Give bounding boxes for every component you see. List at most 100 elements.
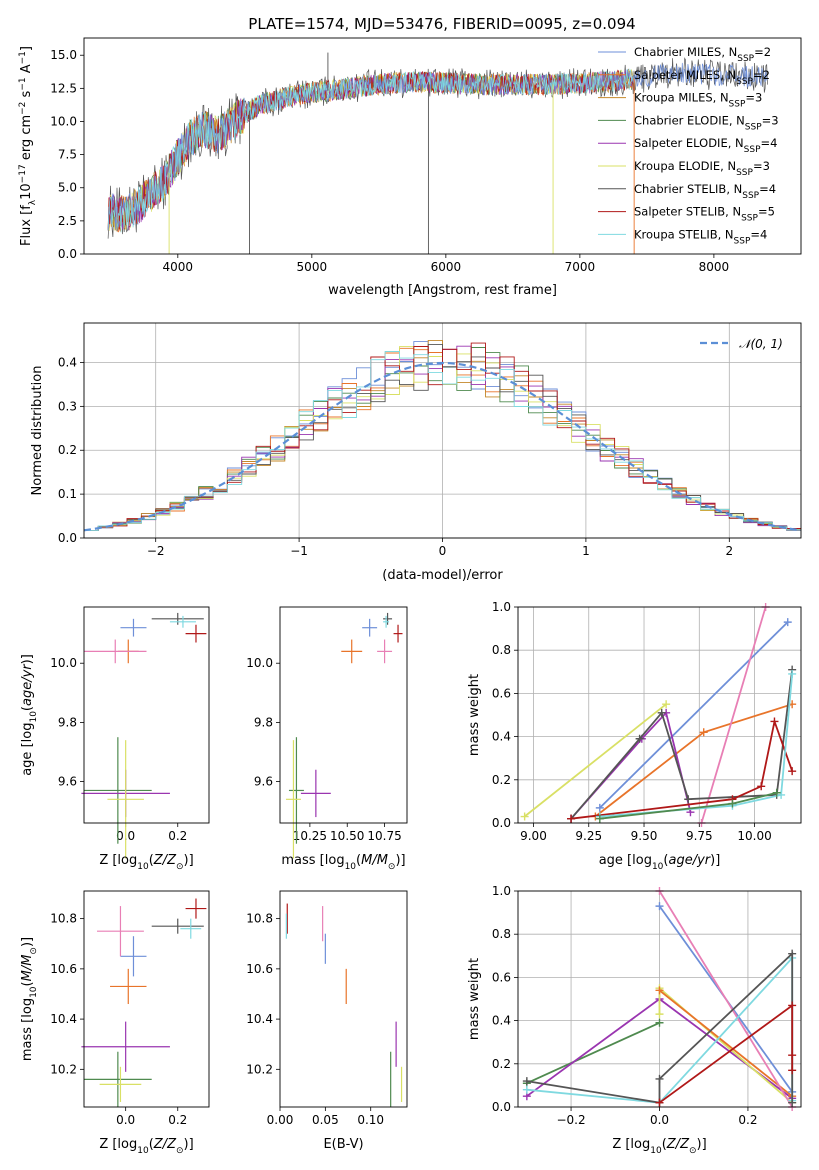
weight-marker: [657, 708, 666, 717]
y-tick-label: 0.2: [492, 1057, 511, 1071]
weight-marker: [770, 717, 779, 726]
errorbar-point: [151, 918, 204, 934]
weight-marker: [772, 788, 781, 797]
errorbar-point: [99, 1066, 142, 1102]
weight-marker: [777, 790, 786, 799]
x-tick-label: 10.50: [330, 829, 364, 843]
weight-marker: [699, 728, 708, 737]
age-vs-Z-points: [81, 612, 207, 859]
x-tick-label: 8000: [699, 260, 730, 274]
x-tick-label: 0: [439, 544, 447, 558]
x-tick-label: 5000: [297, 260, 328, 274]
weight-marker: [635, 734, 644, 743]
weight-marker: [783, 618, 792, 627]
mass-vs-Z-xlabel: Z [log10(Z/Z⊙)]: [99, 1137, 193, 1156]
mass-vs-Z-axes: 0.0 0.2 10.2 10.4 10.6 10.8: [50, 912, 187, 1127]
errorbar-point: [393, 624, 403, 643]
legend-entry: 𝒩(0, 1): [739, 337, 783, 351]
x-tick-label: 10.25: [293, 829, 327, 843]
y-tick-label: 9.6: [58, 775, 77, 789]
residuals-xlabel: (data-model)/error: [382, 568, 503, 583]
x-tick-label: 6000: [431, 260, 462, 274]
x-tick-label: 0.2: [738, 1113, 757, 1127]
weight-series: [655, 887, 797, 1111]
residuals-axes: −2 −1 0 1 2 0.0 0.1 0.2 0.3 0.4: [58, 323, 801, 558]
weight-series: [522, 1018, 664, 1088]
weight-marker: [655, 986, 664, 995]
weight-series: [655, 1001, 797, 1107]
figure-title: PLATE=1574, MJD=53476, FIBERID=0095, z=0…: [248, 15, 635, 33]
errorbar-point: [383, 612, 393, 625]
weight-marker: [567, 814, 576, 823]
x-tick-label: 7000: [565, 260, 596, 274]
errorbar-point: [120, 618, 147, 637]
weight-marker: [595, 803, 604, 812]
weight-marker: [728, 799, 737, 808]
weight-marker: [662, 700, 671, 709]
weight-marker: [788, 1066, 797, 1075]
weight-marker: [655, 1018, 664, 1027]
weight-line: [658, 989, 793, 1097]
y-tick-label: 10.0: [50, 656, 77, 670]
x-tick-label: 4000: [163, 260, 194, 274]
y-tick-label: 9.8: [58, 715, 77, 729]
errorbar-point: [84, 737, 152, 844]
spectrum-xlabel: wavelength [Angstrom, rest frame]: [328, 283, 557, 298]
weight-marker: [788, 669, 797, 678]
weight-marker: [757, 782, 766, 791]
y-tick-label: 0.0: [492, 1100, 511, 1114]
spectrum-legend: [598, 51, 626, 235]
errorbar-point: [81, 1021, 170, 1072]
y-tick-label: 0.8: [492, 927, 511, 941]
age-vs-Z-frame: [83, 606, 210, 824]
weight-vs-age-xlabel: age [log10(age/yr)]: [599, 853, 721, 872]
residuals-ylabel: Normed distribution: [30, 366, 45, 496]
x-tick-label: 9.25: [575, 829, 602, 843]
weight-marker: [522, 1077, 531, 1086]
errorbar-point: [180, 918, 202, 939]
errorbar-point: [84, 1051, 152, 1107]
weight-marker: [655, 1074, 664, 1083]
residuals-frame: [83, 322, 802, 539]
y-tick-label: 0.0: [58, 531, 77, 545]
age-vs-Z-xlabel: Z [log10(Z/Z⊙)]: [99, 853, 193, 872]
weight-marker: [655, 1098, 664, 1107]
weight-vs-age-ylabel: mass weight: [467, 674, 482, 756]
y-tick-label: 2.5: [58, 214, 77, 228]
errorbar-point: [97, 906, 144, 957]
y-tick-label: 10.8: [50, 912, 77, 926]
y-tick-label: 0.4: [58, 355, 77, 369]
x-tick-label: 0.2: [168, 829, 187, 843]
x-tick-label: 9.75: [686, 829, 713, 843]
weight-vs-Z-ylabel: mass weight: [467, 958, 482, 1040]
weight-marker: [595, 814, 604, 823]
errorbar-point: [169, 615, 196, 628]
spectrum-ylabel: Flux [fλ10−17 erg cm−2 s−1 A−1]: [18, 46, 38, 246]
y-tick-label: 1.0: [492, 884, 511, 898]
weight-line: [658, 1003, 794, 1104]
mass-vs-Z-frame: [83, 890, 210, 1108]
y-tick-label: 10.2: [246, 1062, 273, 1076]
weight-vs-Z-frame: [517, 890, 802, 1108]
x-tick-label: 2: [725, 544, 733, 558]
errorbar-point: [185, 624, 207, 643]
legend-entry: Salpeter MILES, NSSP=2: [634, 68, 770, 87]
weight-marker: [788, 949, 797, 958]
legend-entry: Chabrier STELIB, NSSP=4: [634, 182, 776, 201]
spectrum-lines: [107, 52, 768, 254]
mass-vs-EBV-axes: 0.00 0.05 0.10 10.2 10.4 10.6 10.8: [246, 912, 384, 1127]
x-tick-label: 0.0: [650, 1113, 669, 1127]
y-tick-label: 15.0: [50, 48, 77, 62]
x-tick-label: 10.00: [737, 829, 771, 843]
mass-vs-Z-points: [81, 898, 207, 1107]
weight-vs-Z-series: [522, 887, 797, 1111]
weight-vs-age-frame: [517, 606, 802, 824]
weight-line: [700, 606, 767, 824]
y-tick-label: 12.5: [50, 81, 77, 95]
spectrum-chabrier-miles: [107, 62, 768, 231]
weight-marker: [522, 1085, 531, 1094]
legend-entry: Salpeter ELODIE, NSSP=4: [634, 136, 777, 155]
x-tick-label: 9.00: [520, 829, 547, 843]
legend-entry: Kroupa MILES, NSSP=3: [634, 91, 762, 110]
x-tick-label: 0.05: [312, 1113, 339, 1127]
